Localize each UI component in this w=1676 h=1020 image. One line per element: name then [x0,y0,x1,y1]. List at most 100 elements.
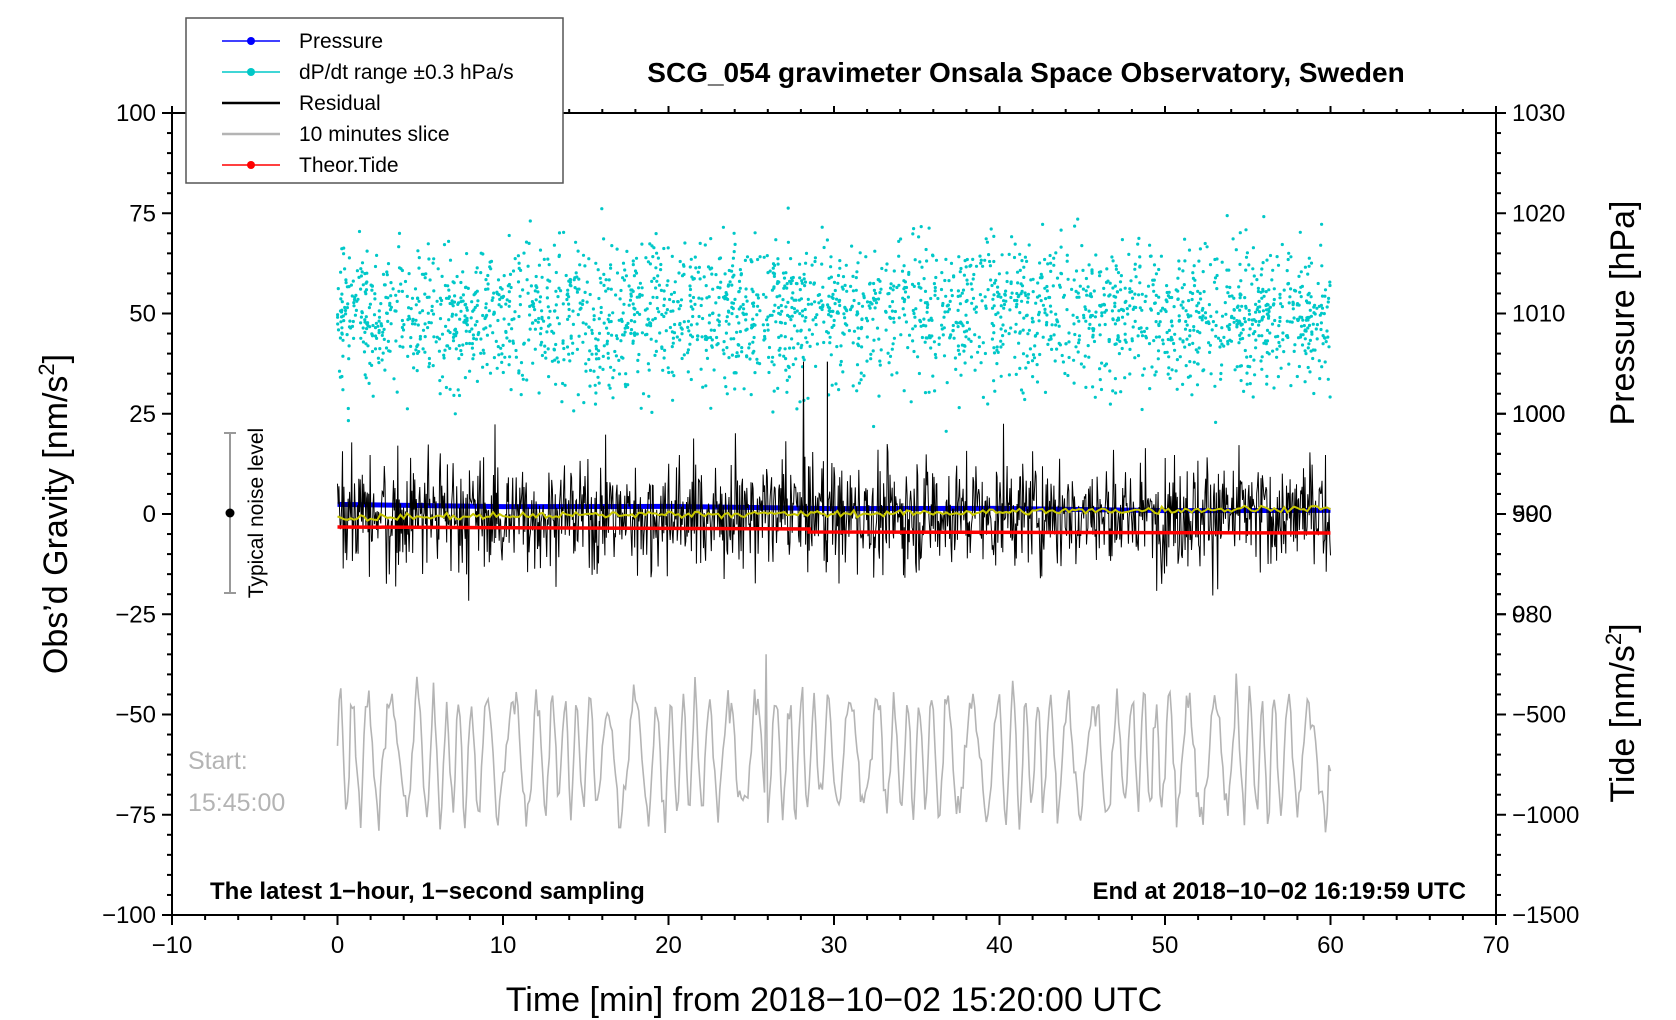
dpdt-point [602,272,606,276]
dpdt-point [872,288,877,292]
dpdt-point [554,382,558,386]
dpdt-point [1247,308,1251,313]
dpdt-point [913,315,917,319]
dpdt-point [1126,312,1130,316]
dpdt-point [1015,270,1020,274]
dpdt-point [517,261,521,265]
dpdt-point [1237,285,1241,289]
dpdt-point [453,294,457,298]
dpdt-point [717,313,721,317]
dpdt-point [452,300,457,304]
dpdt-point [1328,280,1332,284]
dpdt-point [375,253,379,257]
dpdt-point [1105,267,1109,271]
dpdt-point [691,307,695,311]
dpdt-point [413,287,418,291]
dpdt-point [581,253,586,257]
dpdt-point [878,359,882,363]
dpdt-point [742,312,746,317]
dpdt-point [501,294,506,298]
dpdt-point [476,332,480,337]
dpdt-point [919,225,923,229]
dpdt-point [838,266,842,270]
dpdt-point [887,361,891,365]
dpdt-point [745,299,749,303]
dpdt-point [931,374,935,378]
dpdt-point [614,334,619,338]
dpdt-point [802,272,806,276]
dpdt-point [781,271,786,275]
dpdt-point [652,276,656,280]
dpdt-point [1220,363,1224,367]
dpdt-point [1174,369,1178,373]
dpdt-point [582,401,586,405]
dpdt-point [1058,283,1062,287]
dpdt-point [1238,262,1242,266]
dpdt-point [859,371,863,375]
dpdt-point [772,274,777,278]
x-tick-label: 20 [655,932,682,959]
dpdt-point [368,325,372,329]
dpdt-point [995,362,999,366]
dpdt-point [1315,323,1319,327]
dpdt-point [1289,287,1293,291]
dpdt-point [597,381,601,385]
dpdt-point [871,349,875,353]
dpdt-point [632,274,637,278]
dpdt-point [1297,274,1301,278]
dpdt-point [447,318,451,322]
dpdt-point [1261,261,1265,265]
dpdt-point [1214,323,1218,328]
dpdt-point [1319,321,1323,325]
dpdt-point [949,261,954,265]
dpdt-point [1072,322,1076,326]
dpdt-point [592,369,596,373]
dpdt-point [737,290,741,294]
dpdt-point [514,348,518,353]
dpdt-point [484,306,488,310]
dpdt-point [414,348,418,352]
dpdt-point [798,400,802,404]
dpdt-point [474,337,478,341]
dpdt-point [596,268,600,272]
dpdt-point [1312,391,1316,396]
dpdt-point [698,277,702,281]
dpdt-point [952,274,956,278]
dpdt-point [547,375,551,379]
dpdt-point [617,372,622,376]
dpdt-point [508,355,512,359]
dpdt-point [1026,296,1030,300]
dpdt-point [778,353,782,357]
dpdt-point [596,375,600,379]
dpdt-point [897,254,901,258]
dpdt-point [428,278,432,282]
dpdt-point [724,291,728,295]
dpdt-point [543,344,547,348]
dpdt-point [1273,318,1277,323]
dpdt-point [1277,324,1281,328]
dpdt-point [790,337,794,341]
dpdt-point [475,303,479,307]
dpdt-point [657,310,661,314]
dpdt-point [1120,238,1124,242]
dpdt-point [1311,356,1315,361]
dpdt-point [821,303,825,307]
dpdt-point [587,357,591,362]
dpdt-point [822,340,826,345]
dpdt-point [833,288,837,293]
dpdt-point [1154,293,1158,297]
dpdt-point [1087,326,1091,330]
dpdt-point [934,275,938,280]
dpdt-point [1031,375,1035,379]
dpdt-point [687,329,691,333]
dpdt-point [359,287,363,291]
dpdt-point [792,346,796,350]
dpdt-point [1179,303,1183,307]
dpdt-point [1014,305,1019,309]
dpdt-point [488,265,492,269]
dpdt-point [748,342,752,346]
dpdt-point [1257,299,1261,303]
dpdt-point [1133,267,1137,271]
dpdt-point [657,283,662,287]
dpdt-point [678,259,682,264]
